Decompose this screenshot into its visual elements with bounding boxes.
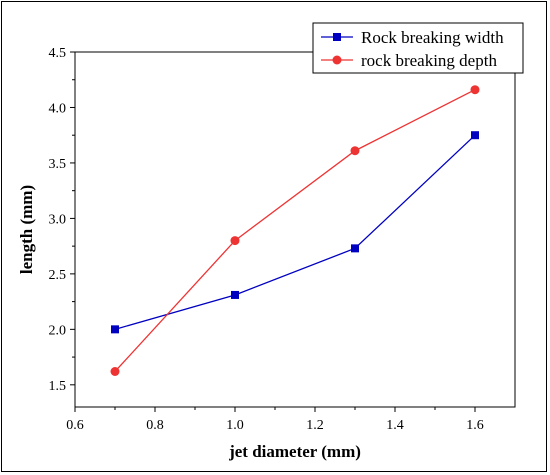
data-point-circle xyxy=(470,85,480,95)
series-line-1 xyxy=(114,89,476,372)
legend-item-rock-breaking-width: Rock breaking width xyxy=(321,28,504,47)
x-axis: 0.6 0.8 1.0 1.2 1.4 1.6 xyxy=(66,407,484,433)
x-axis-title: jet diameter (mm) xyxy=(228,442,361,461)
x-tick-label: 1.6 xyxy=(466,418,484,433)
data-point-square xyxy=(231,290,239,299)
y-tick-label: 2.0 xyxy=(49,323,67,338)
y-tick-label: 1.5 xyxy=(49,379,67,394)
x-tick-label: 0.6 xyxy=(66,418,84,433)
data-point-circle xyxy=(230,236,240,246)
y-tick-label: 2.5 xyxy=(49,268,67,283)
y-axis-title: length (mm) xyxy=(17,185,36,274)
y-tick-label: 4.5 xyxy=(49,46,67,61)
x-tick-label: 1.2 xyxy=(306,418,324,433)
legend-box xyxy=(312,22,524,74)
x-tick-label: 0.8 xyxy=(146,418,164,433)
y-tick-label: 3.5 xyxy=(49,157,67,172)
legend-marker-circle xyxy=(332,55,342,65)
y-tick-label: 4.0 xyxy=(49,101,67,116)
data-point-square xyxy=(351,244,359,253)
x-tick-label: 1.4 xyxy=(386,418,404,433)
series-line-0 xyxy=(114,134,476,330)
legend-label-width: Rock breaking width xyxy=(361,28,504,47)
y-tick-label: 3.0 xyxy=(49,212,67,227)
y-axis: 1.5 2.0 2.5 3.0 3.5 4.0 4.5 xyxy=(49,46,75,394)
plot-border xyxy=(74,51,516,408)
data-point-square xyxy=(471,131,479,140)
legend-label-depth: rock breaking depth xyxy=(361,51,497,70)
data-point-circle xyxy=(350,146,360,156)
legend-marker-square xyxy=(333,33,341,41)
legend: Rock breaking width rock breaking depth xyxy=(312,22,524,74)
plot-area xyxy=(74,51,516,408)
data-point-square xyxy=(111,325,119,334)
data-point-circle xyxy=(110,367,120,376)
series-layer xyxy=(110,85,480,376)
x-tick-label: 1.0 xyxy=(226,418,244,433)
legend-item-rock-breaking-depth: rock breaking depth xyxy=(321,51,497,70)
